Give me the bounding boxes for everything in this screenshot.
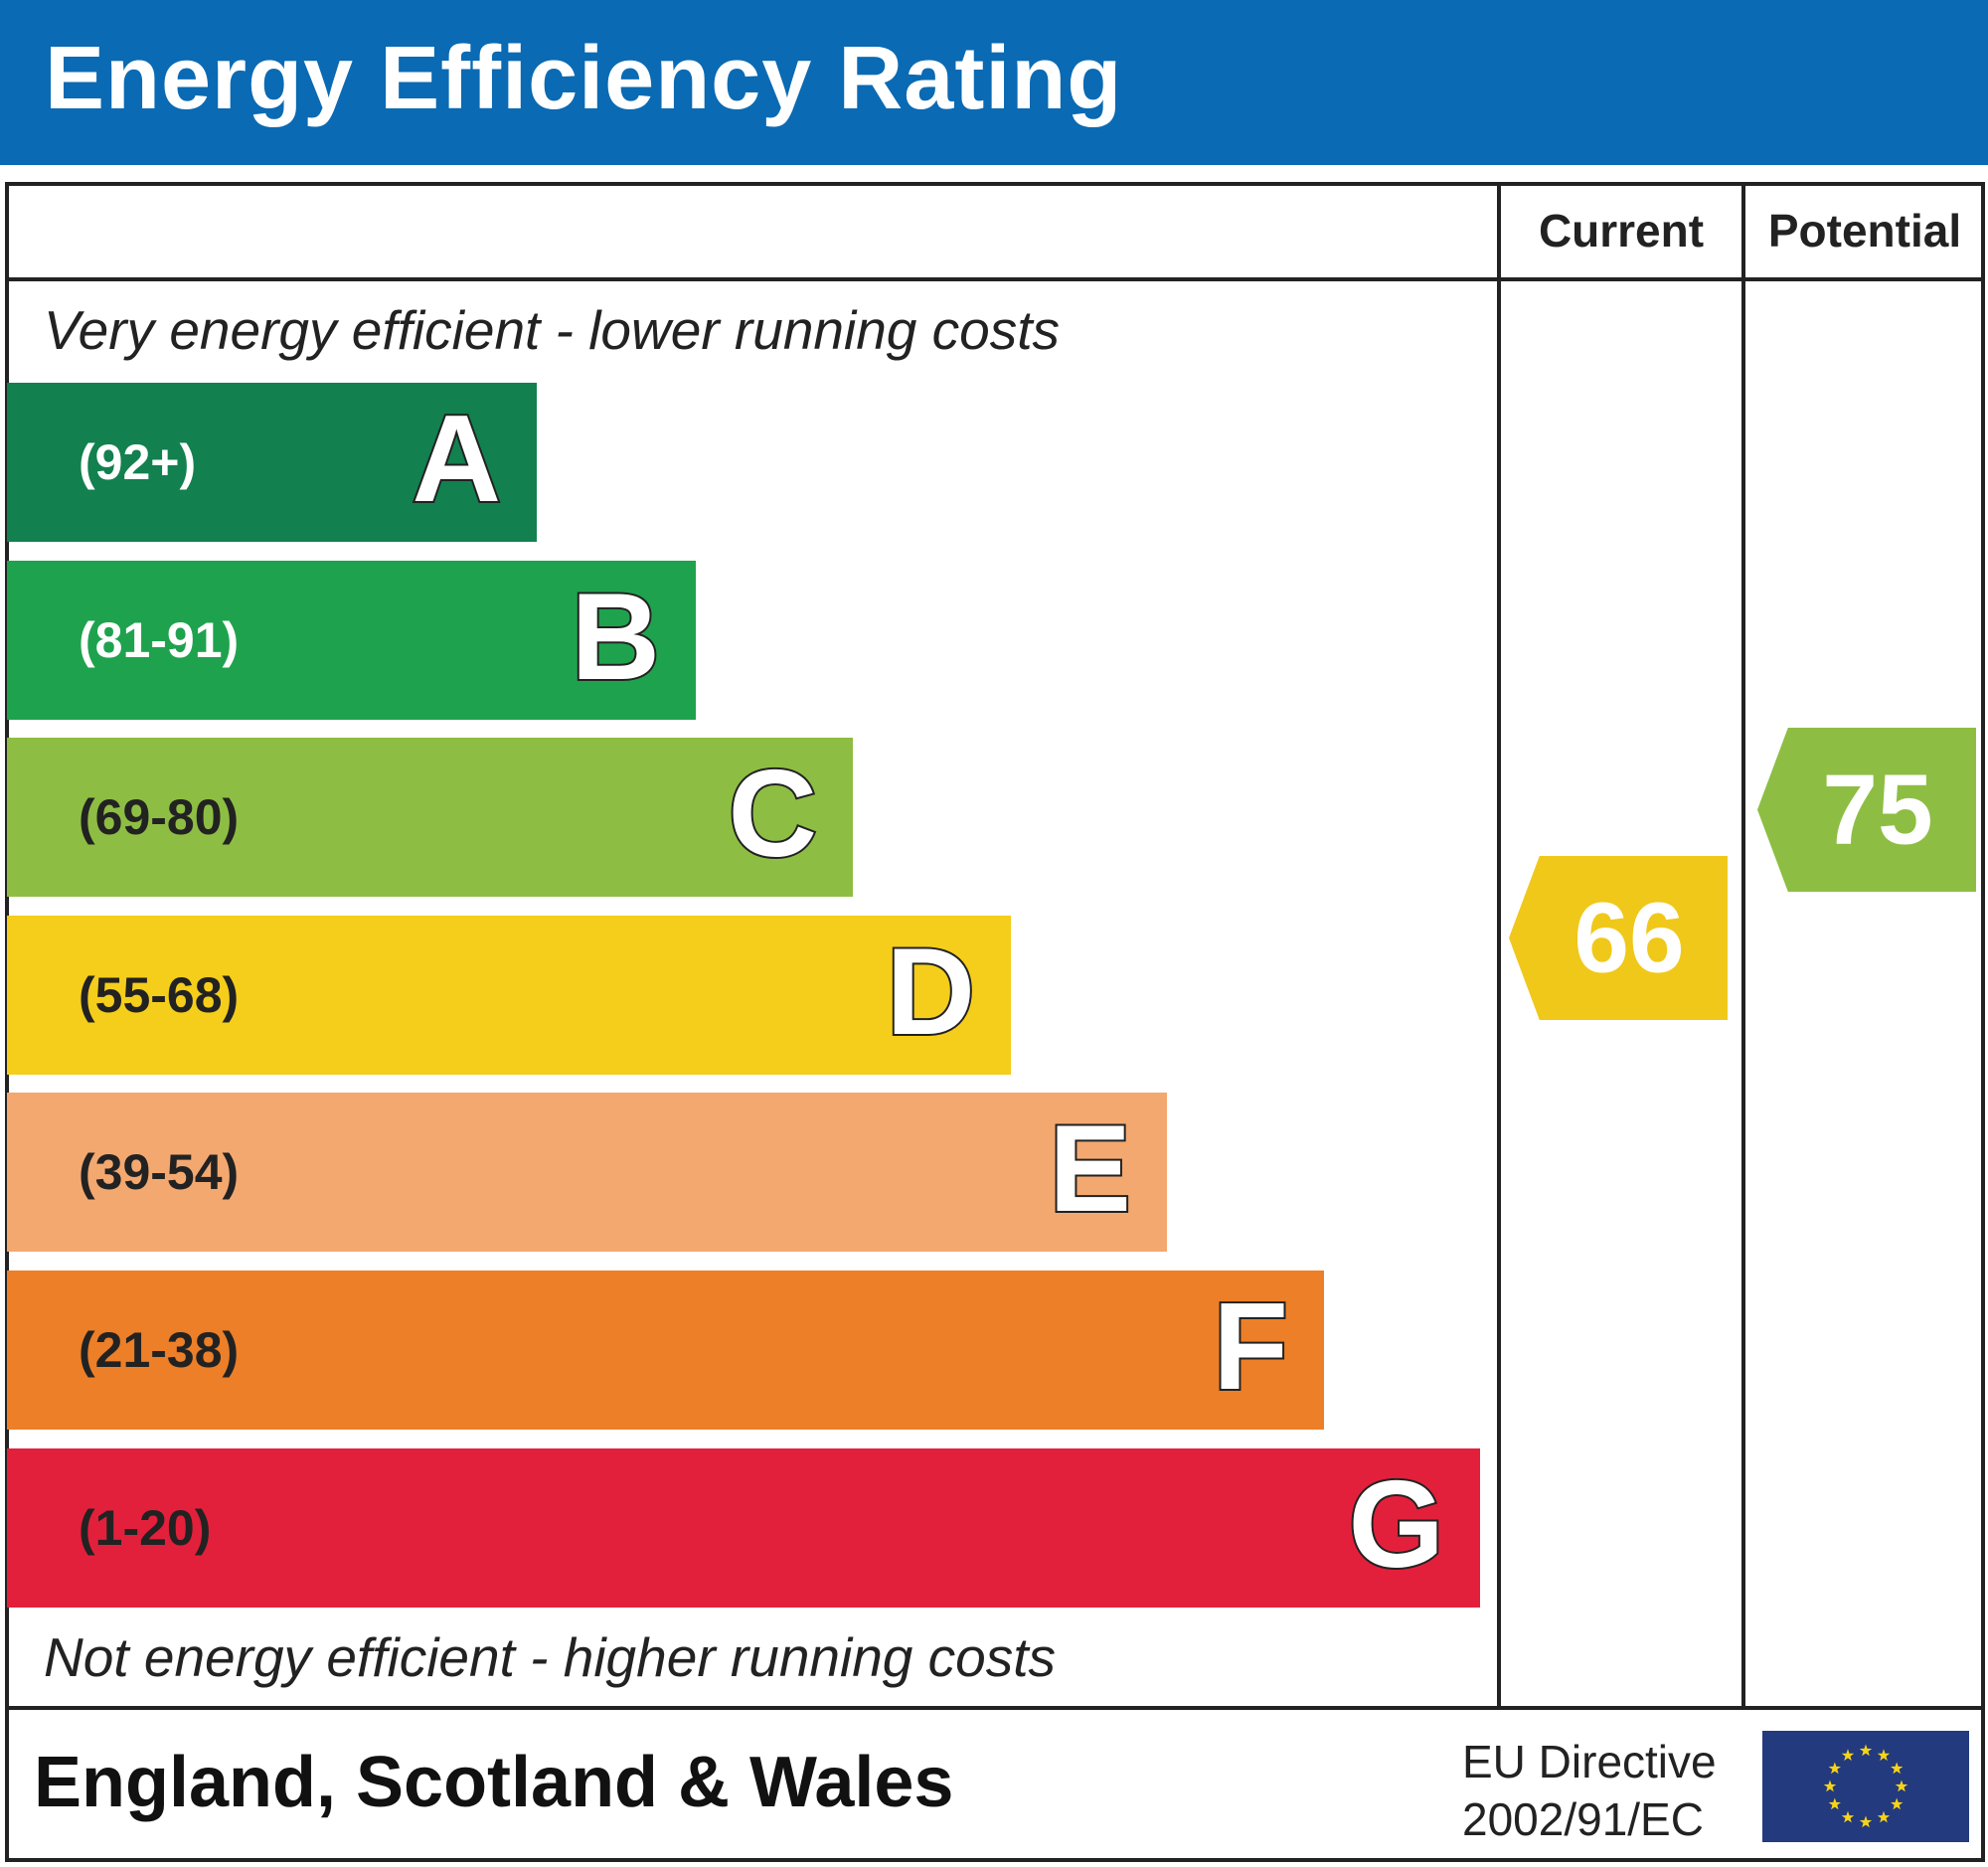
star-icon (1823, 1780, 1837, 1792)
star-icon (1877, 1749, 1891, 1762)
band-range: (1-20) (79, 1499, 212, 1556)
column-header-potential: Potential (1767, 205, 1962, 256)
band-letter: E (1047, 1100, 1133, 1241)
potential-rating-value: 75 (1822, 754, 1933, 865)
band-range: (39-54) (79, 1144, 240, 1201)
band-range: (55-68) (79, 966, 240, 1023)
band-a: (92+) A (7, 383, 537, 542)
band-range: (21-38) (79, 1322, 240, 1378)
current-rating-value: 66 (1574, 882, 1685, 993)
star-icon (1828, 1797, 1841, 1810)
divider (1741, 182, 1745, 1708)
band-d: (55-68) D (7, 915, 1011, 1075)
eu-flag-icon (1762, 1731, 1969, 1842)
star-icon (1841, 1810, 1855, 1823)
band-letter: B (569, 567, 662, 708)
band-range: (69-80) (79, 789, 240, 846)
star-icon (1877, 1810, 1891, 1823)
divider (5, 277, 1985, 281)
divider (1497, 182, 1501, 1708)
star-icon (1841, 1749, 1855, 1762)
star-icon (1859, 1744, 1873, 1757)
potential-rating-arrow: 75 (1757, 728, 1976, 892)
star-icon (1828, 1762, 1841, 1775)
star-icon (1891, 1762, 1904, 1775)
band-letter: A (410, 389, 503, 530)
band-letter: F (1211, 1276, 1290, 1418)
region-label: England, Scotland & Wales (34, 1743, 954, 1822)
band-b: (81-91) B (7, 560, 696, 720)
band-e: (39-54) E (7, 1093, 1167, 1253)
top-note: Very energy efficient - lower running co… (44, 299, 1061, 361)
band-g: (1-20) G (7, 1447, 1480, 1608)
band-range: (81-91) (79, 611, 240, 668)
band-c: (69-80) C (7, 738, 853, 898)
star-icon (1891, 1797, 1904, 1810)
star-icon (1895, 1780, 1908, 1792)
page-title: Energy Efficiency Rating (45, 29, 1123, 128)
band-letter: D (884, 922, 977, 1063)
band-letter: G (1347, 1454, 1446, 1596)
header-banner: Energy Efficiency Rating (0, 0, 1988, 165)
bottom-note: Not energy efficient - higher running co… (44, 1626, 1057, 1688)
directive-line-1: EU Directive (1462, 1736, 1717, 1787)
column-header-current: Current (1538, 205, 1705, 256)
band-letter: C (726, 744, 819, 885)
directive-line-2: 2002/91/EC (1462, 1793, 1704, 1845)
current-rating-arrow: 66 (1509, 856, 1728, 1020)
star-icon (1859, 1815, 1873, 1828)
band-f: (21-38) F (7, 1271, 1324, 1430)
divider (5, 1706, 1985, 1710)
band-range: (92+) (79, 434, 197, 490)
